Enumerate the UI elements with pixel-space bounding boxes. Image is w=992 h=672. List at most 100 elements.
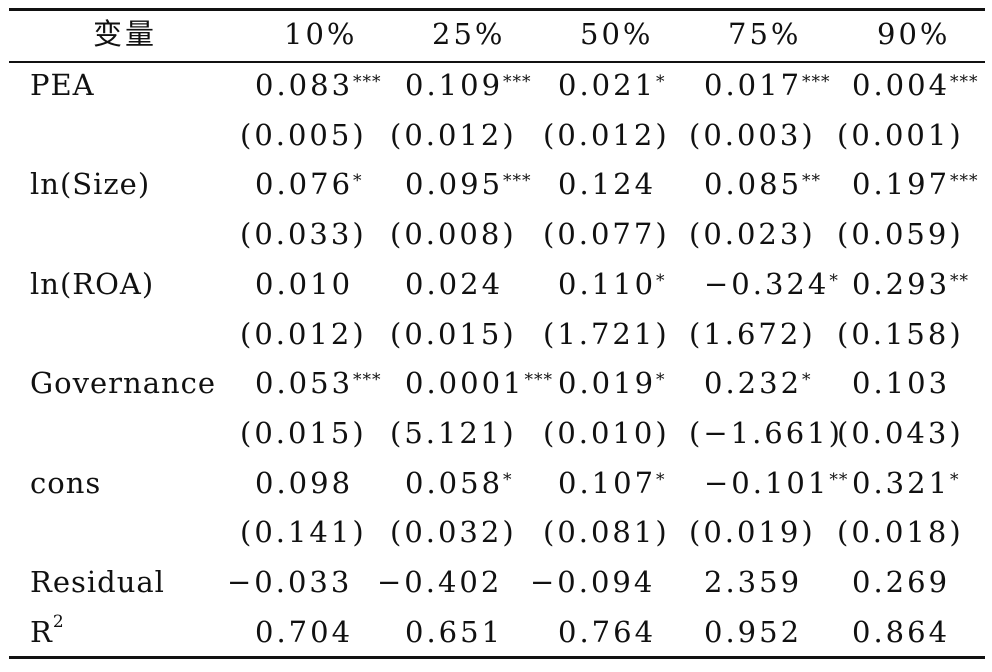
standard-error: (0.081)	[543, 515, 670, 550]
standard-error: (0.015)	[390, 316, 517, 351]
standard-error: (0.012)	[543, 117, 670, 152]
coefficient: 0.024	[405, 266, 504, 301]
coefficient-value: 0.053	[255, 366, 354, 401]
coefficient-value: 0.110	[558, 266, 657, 301]
coefficient: 0.083***	[255, 71, 382, 100]
r2-value: 0.764	[558, 614, 657, 649]
standard-error: (1.672)	[689, 316, 816, 351]
row-label: Residual	[30, 565, 165, 599]
standard-error: (0.033)	[240, 217, 367, 252]
table-header-rule	[9, 61, 985, 63]
header-variable: 变量	[93, 17, 158, 51]
coefficient-value: 0.098	[255, 465, 354, 500]
table-top-rule	[9, 8, 985, 11]
coefficient-value: 0.017	[704, 68, 803, 102]
significance-stars: **	[829, 469, 849, 490]
coefficient-value: 0.124	[558, 167, 657, 202]
coefficient: 0.124	[558, 170, 656, 199]
significance-stars: ***	[524, 370, 553, 391]
row-label: PEA	[30, 68, 95, 102]
significance-stars: ***	[950, 171, 979, 192]
coefficient-value: 0.010	[255, 266, 354, 301]
header-quantile: 10%	[284, 17, 358, 51]
coefficient: 0.053***	[255, 369, 382, 398]
residual-value: 0.269	[852, 565, 951, 599]
coefficient-value: 0.321	[852, 465, 951, 500]
coefficient: 0.019*	[558, 369, 666, 398]
coefficient: 0.098	[255, 465, 354, 500]
coefficient: −0.324*	[704, 269, 839, 299]
coefficient-value: 0.293	[852, 266, 951, 301]
coefficient-value: 0.024	[405, 266, 504, 301]
coefficient: 0.021*	[558, 71, 666, 100]
row-label: ln(ROA)	[30, 266, 155, 301]
header-quantile: 25%	[432, 17, 506, 51]
standard-error: (1.721)	[543, 316, 670, 351]
standard-error: (0.141)	[240, 515, 367, 550]
standard-error: (0.001)	[837, 117, 964, 152]
row-label: R2	[30, 614, 65, 649]
coefficient-value: 0.232	[704, 366, 803, 401]
significance-stars: **	[950, 270, 970, 291]
standard-error: (0.012)	[390, 117, 517, 152]
coefficient-value: 0.019	[558, 366, 657, 401]
residual-value: 2.359	[704, 565, 803, 599]
significance-stars: *	[503, 469, 513, 490]
coefficient-value: 0.095	[405, 167, 504, 202]
coefficient-value: 0.021	[558, 68, 657, 102]
significance-stars: ***	[353, 72, 382, 92]
coefficient: 0.085**	[704, 170, 821, 199]
coefficient-value: 0.058	[405, 465, 504, 500]
row-label: cons	[30, 465, 102, 500]
coefficient: 0.0001***	[405, 369, 553, 398]
significance-stars: *	[802, 370, 812, 391]
r2-value: 0.952	[704, 614, 803, 649]
significance-stars: *	[950, 469, 960, 490]
significance-stars: *	[656, 469, 666, 490]
coefficient: 0.107*	[558, 465, 666, 500]
residual-value: −0.094	[530, 565, 656, 599]
table-bottom-rule	[9, 656, 985, 659]
coefficient: 0.017***	[704, 71, 831, 100]
significance-stars: *	[656, 72, 666, 92]
coefficient-value: 0.109	[405, 68, 504, 102]
significance-stars: ***	[353, 370, 382, 391]
significance-stars: ***	[503, 171, 532, 192]
standard-error: (0.008)	[390, 217, 517, 252]
significance-stars: ***	[950, 72, 979, 92]
coefficient-value: 0.197	[852, 167, 951, 202]
significance-stars: ***	[802, 72, 831, 92]
coefficient: 0.004***	[852, 71, 979, 100]
standard-error: (0.077)	[543, 217, 670, 252]
coefficient: 0.103	[852, 369, 950, 398]
standard-error: (0.018)	[837, 515, 964, 550]
row-label: Governance	[30, 366, 217, 401]
row-label: ln(Size)	[30, 167, 151, 202]
standard-error: (−1.661)	[689, 415, 843, 450]
residual-value: −0.033	[227, 565, 353, 599]
standard-error: (5.121)	[390, 415, 517, 450]
coefficient: 0.110*	[558, 266, 666, 301]
standard-error: (0.032)	[390, 515, 517, 550]
significance-stars: *	[353, 171, 363, 192]
significance-stars: *	[656, 370, 666, 391]
standard-error: (0.005)	[240, 117, 367, 152]
coefficient: 0.232*	[704, 369, 812, 398]
significance-stars: *	[656, 270, 666, 291]
standard-error: (0.019)	[689, 515, 816, 550]
coefficient: 0.109***	[405, 71, 532, 100]
header-quantile: 90%	[877, 17, 951, 51]
r2-value: 0.704	[255, 614, 354, 649]
coefficient: 0.058*	[405, 465, 513, 500]
coefficient-value: 0.004	[852, 68, 951, 102]
header-quantile: 75%	[728, 17, 802, 51]
coefficient: 0.197***	[852, 170, 979, 199]
coefficient-value: 0.107	[558, 465, 657, 500]
coefficient: 0.293**	[852, 266, 970, 301]
standard-error: (0.158)	[837, 316, 964, 351]
standard-error: (0.012)	[240, 316, 367, 351]
r2-label: R	[30, 614, 53, 649]
significance-stars: **	[802, 171, 822, 192]
coefficient: 0.076*	[255, 170, 363, 199]
r2-superscript: 2	[52, 612, 65, 633]
